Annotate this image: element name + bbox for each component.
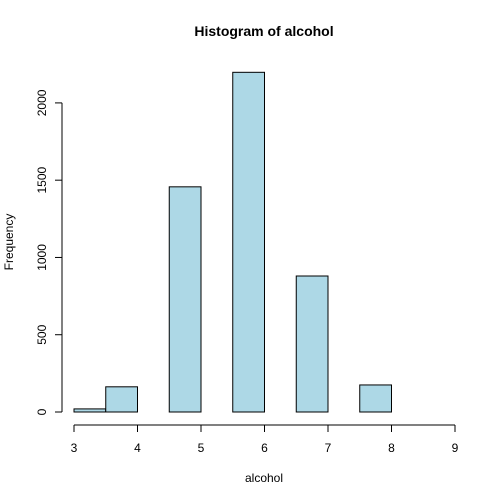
y-tick-label: 0 — [35, 408, 49, 415]
x-tick-label: 7 — [325, 441, 332, 455]
histogram-bar — [168, 186, 202, 413]
y-tick-label: 2000 — [35, 89, 49, 116]
histogram-bar — [105, 386, 138, 413]
x-axis-label: alcohol — [245, 471, 283, 485]
bars-group — [73, 71, 392, 413]
x-tick-label: 5 — [198, 441, 205, 455]
y-tick-label: 1000 — [35, 244, 49, 271]
x-tick-label: 6 — [261, 441, 268, 455]
y-tick-label: 500 — [35, 324, 49, 344]
x-tick-label: 8 — [388, 441, 395, 455]
y-axis-ticks: 0 500 1000 1500 2000 — [35, 89, 62, 415]
x-tick-label: 9 — [452, 441, 459, 455]
y-tick-label: 1500 — [35, 167, 49, 194]
x-axis-ticks: 3 4 5 6 7 8 9 — [71, 425, 459, 455]
y-axis-label: Frequency — [2, 214, 16, 271]
histogram-bar — [232, 71, 265, 413]
histogram-bar — [295, 275, 329, 413]
x-tick-label: 3 — [71, 441, 78, 455]
histogram-bar — [73, 408, 107, 413]
chart-title: Histogram of alcohol — [194, 23, 333, 39]
x-tick-label: 4 — [134, 441, 141, 455]
histogram-bar — [359, 384, 392, 413]
